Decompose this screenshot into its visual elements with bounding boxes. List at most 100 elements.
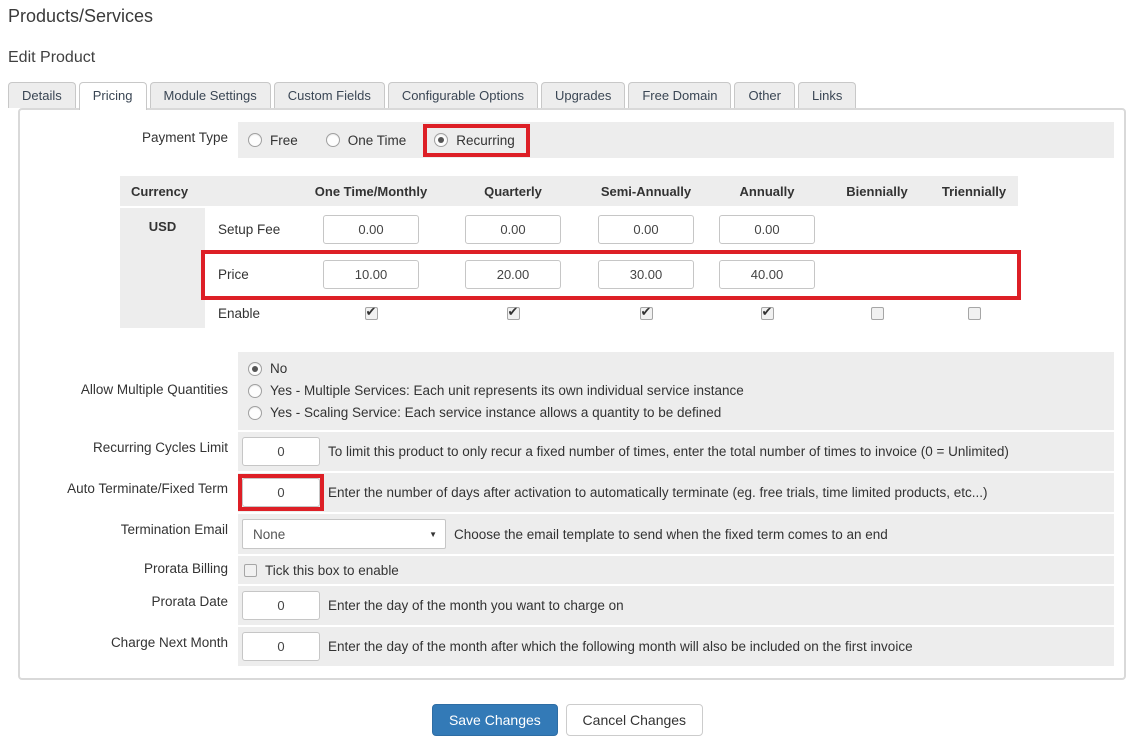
price-annually-input[interactable] [719,260,815,289]
radio-label: Free [270,132,298,148]
price-semiannually-input[interactable] [598,260,694,289]
radio-payment-recurring[interactable]: Recurring [423,123,530,157]
auto-terminate-row: Auto Terminate/Fixed Term Enter the numb… [30,473,1114,512]
tab-module-settings[interactable]: Module Settings [149,82,271,108]
prorata-billing-row: Prorata Billing Tick this box to enable [30,556,1114,584]
allow-multiple-quantities-row: Allow Multiple Quantities No Yes - Multi… [30,352,1114,430]
prorata-date-content: Enter the day of the month you want to c… [238,586,1114,625]
termination-email-row: Termination Email None ▼ Choose the emai… [30,514,1114,554]
termination-email-select[interactable]: None ▼ [242,519,446,549]
setup-fee-quarterly-input[interactable] [465,215,561,244]
radio-quantities-multiple-services[interactable]: Yes - Multiple Services: Each unit repre… [248,380,1104,402]
charge-next-month-input[interactable] [242,632,320,661]
charge-next-month-content: Enter the day of the month after which t… [238,627,1114,666]
recurring-cycles-limit-label: Recurring Cycles Limit [92,440,228,455]
tab-details[interactable]: Details [8,82,76,108]
page-subtitle: Edit Product [8,49,96,66]
termination-email-description: Choose the email template to send when t… [454,526,888,542]
auto-terminate-input[interactable] [242,478,320,507]
radio-label: No [270,361,288,376]
enable-label: Enable [218,305,261,321]
tab-upgrades[interactable]: Upgrades [540,82,626,108]
tab-free-domain[interactable]: Free Domain [628,82,732,108]
prorata-date-row: Prorata Date Enter the day of the month … [30,586,1114,625]
recurring-cycles-limit-input[interactable] [242,437,320,466]
prorata-billing-checkbox[interactable] [244,563,257,577]
auto-terminate-description: Enter the number of days after activatio… [328,485,988,500]
setup-fee-semiannually-input[interactable] [598,215,694,244]
radio-icon[interactable] [248,384,262,398]
tab-configurable-options[interactable]: Configurable Options [387,82,538,108]
price-quarterly-input[interactable] [465,260,561,289]
tab-other[interactable]: Other [734,82,795,108]
allow-multiple-quantities-label: Allow Multiple Quantities [80,382,228,397]
enable-semiannually-checkbox[interactable] [639,304,653,320]
auto-terminate-label: Auto Terminate/Fixed Term [67,481,228,496]
enable-quarterly-checkbox[interactable] [506,304,520,320]
radio-quantities-no[interactable]: No [248,358,1104,380]
page-title: Products/Services [8,6,154,26]
prorata-date-label: Prorata Date [151,594,228,609]
charge-next-month-label: Charge Next Month [110,635,228,650]
enable-biennially-checkbox[interactable] [870,306,884,320]
radio-label: Yes - Multiple Services: Each unit repre… [270,383,744,398]
selected-option: None [253,526,286,542]
chevron-down-icon: ▼ [429,530,437,539]
pricing-table-header: Currency One Time/Monthly Quarterly Semi… [120,176,1018,206]
prorata-billing-checkbox-label: Tick this box to enable [265,562,399,578]
tab-bar: Details Pricing Module Settings Custom F… [0,82,1135,110]
radio-label: Recurring [456,132,515,148]
charge-next-month-description: Enter the day of the month after which t… [328,639,913,654]
currency-code: USD [120,208,205,328]
radio-icon[interactable] [248,362,262,376]
column-header-quarterly: Quarterly [484,183,542,199]
recurring-cycles-limit-content: To limit this product to only recur a fi… [238,432,1114,471]
price-row: Price [205,252,1018,298]
setup-fee-monthly-input[interactable] [323,215,419,244]
radio-label: One Time [347,132,407,148]
column-header-biennially: Biennially [846,183,908,199]
setup-fee-annually-input[interactable] [719,215,815,244]
radio-icon[interactable] [434,133,449,147]
price-label: Price [218,267,249,282]
recurring-cycles-limit-description: To limit this product to only recur a fi… [328,444,1009,459]
prorata-billing-label: Prorata Billing [143,561,228,576]
column-header-triennially: Triennially [941,183,1007,199]
pricing-table-body: USD Setup Fee Price Enable [120,208,1021,328]
payment-type-row: Payment Type Free One Time Recurring [30,122,1114,158]
prorata-billing-content: Tick this box to enable [238,556,1114,584]
radio-icon[interactable] [248,133,262,147]
enable-monthly-checkbox[interactable] [364,304,378,320]
enable-row: Enable [205,298,1018,328]
column-header-onetime-monthly: One Time/Monthly [314,183,428,199]
payment-type-options: Free One Time Recurring [238,122,1114,158]
pricing-table: Currency One Time/Monthly Quarterly Semi… [120,176,1021,328]
prorata-date-description: Enter the day of the month you want to c… [328,598,624,613]
column-header-semi-annually: Semi-Annually [600,183,692,199]
enable-annually-checkbox[interactable] [760,304,774,320]
radio-payment-free[interactable]: Free [248,133,298,148]
setup-fee-row: Setup Fee [205,208,1018,252]
price-monthly-input[interactable] [323,260,419,289]
setup-fee-label: Setup Fee [218,222,281,237]
radio-quantities-scaling-service[interactable]: Yes - Scaling Service: Each service inst… [248,402,1104,424]
charge-next-month-row: Charge Next Month Enter the day of the m… [30,627,1114,666]
column-header-annually: Annually [739,183,795,199]
termination-email-content: None ▼ Choose the email template to send… [238,514,1114,554]
column-header-currency: Currency [131,183,189,199]
tab-custom-fields[interactable]: Custom Fields [273,82,385,108]
tab-links[interactable]: Links [797,82,857,108]
auto-terminate-content: Enter the number of days after activatio… [238,473,1114,512]
prorata-date-input[interactable] [242,591,320,620]
tab-pricing[interactable]: Pricing [78,82,147,110]
pricing-panel: Payment Type Free One Time Recurring [18,108,1126,680]
payment-type-label: Payment Type [141,130,228,145]
enable-triennially-checkbox[interactable] [967,306,981,320]
allow-multiple-quantities-options: No Yes - Multiple Services: Each unit re… [238,352,1114,430]
termination-email-label: Termination Email [120,522,228,537]
recurring-cycles-limit-row: Recurring Cycles Limit To limit this pro… [30,432,1114,471]
radio-icon[interactable] [248,406,262,420]
radio-icon[interactable] [325,133,340,147]
radio-label: Yes - Scaling Service: Each service inst… [270,405,722,420]
radio-payment-onetime[interactable]: One Time [325,132,407,148]
